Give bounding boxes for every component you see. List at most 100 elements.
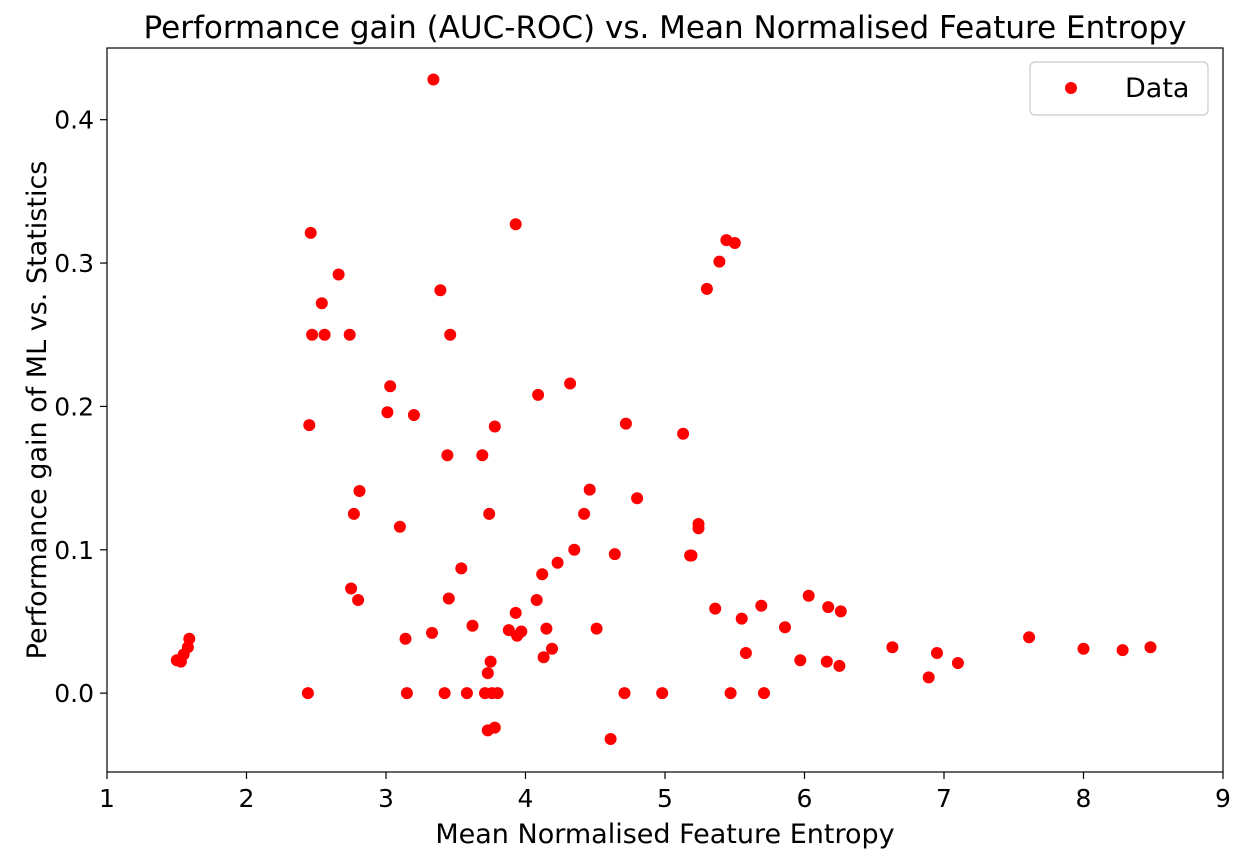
data-point-50	[536, 568, 549, 581]
data-point-52	[540, 622, 553, 635]
data-point-88	[886, 641, 899, 654]
data-point-30	[455, 562, 468, 575]
data-point-78	[739, 647, 752, 659]
data-point-68	[685, 549, 698, 562]
data-point-76	[728, 237, 741, 249]
data-point-87	[834, 605, 847, 618]
data-point-94	[1116, 644, 1129, 657]
data-point-65	[656, 687, 669, 700]
data-point-5	[301, 687, 314, 700]
data-point-89	[922, 671, 935, 684]
data-point-22	[407, 409, 420, 421]
data-point-48	[530, 594, 543, 606]
data-point-72	[709, 602, 722, 615]
data-point-40	[488, 420, 501, 433]
data-point-16	[353, 485, 366, 497]
data-point-33	[476, 449, 489, 462]
data-point-31	[460, 687, 473, 700]
data-point-84	[820, 655, 833, 668]
data-point-57	[578, 507, 591, 520]
data-point-49	[532, 388, 545, 401]
x-tick-label: 1	[99, 784, 115, 813]
x-tick-label: 7	[936, 784, 952, 813]
data-point-7	[304, 226, 317, 239]
data-point-6	[303, 419, 316, 432]
data-point-77	[735, 612, 748, 625]
x-axis-ticks: 1 2 3 4 5 6 7 8 9	[99, 772, 1231, 813]
data-point-71	[700, 282, 713, 295]
data-point-4	[183, 632, 196, 645]
x-tick-label: 3	[378, 784, 394, 813]
data-point-79	[755, 599, 768, 612]
data-point-51	[537, 651, 550, 664]
data-point-20	[399, 632, 412, 645]
data-point-42	[491, 687, 504, 700]
data-point-53	[546, 642, 558, 655]
data-point-32	[466, 619, 479, 632]
data-point-60	[604, 733, 617, 745]
legend-box	[1029, 61, 1209, 116]
data-point-24	[427, 73, 440, 86]
data-point-28	[442, 592, 455, 605]
data-point-15	[352, 594, 365, 606]
data-point-82	[794, 654, 807, 667]
data-point-45	[509, 606, 522, 619]
data-point-75	[724, 687, 737, 700]
data-point-12	[343, 328, 356, 341]
data-point-14	[347, 507, 360, 520]
data-point-70	[692, 522, 705, 535]
data-point-11	[332, 268, 345, 281]
data-point-41	[488, 721, 501, 734]
legend-label-data: Data	[1125, 73, 1189, 104]
data-point-38	[484, 655, 497, 668]
data-point-62	[618, 687, 631, 700]
data-point-23	[426, 626, 438, 639]
data-point-73	[713, 255, 726, 268]
data-point-58	[583, 483, 596, 496]
data-point-91	[951, 657, 964, 669]
x-axis-label: Mean Normalised Feature Entropy	[435, 819, 894, 850]
data-point-44	[509, 218, 522, 231]
data-point-95	[1144, 641, 1157, 654]
y-tick-label: 0.3	[54, 249, 94, 278]
data-point-66	[677, 427, 690, 440]
data-point-54	[551, 556, 564, 569]
data-point-90	[931, 647, 943, 659]
y-tick-label: 0.2	[54, 392, 94, 421]
y-tick-label: 0.1	[54, 536, 94, 565]
data-point-56	[568, 543, 581, 556]
data-point-25	[434, 284, 447, 297]
x-tick-label: 2	[239, 784, 255, 813]
x-tick-label: 6	[797, 784, 813, 813]
data-point-29	[444, 328, 457, 341]
x-tick-label: 5	[657, 784, 673, 813]
chart-title: Performance gain (AUC-ROC) vs. Mean Norm…	[144, 10, 1187, 46]
data-point-9	[315, 297, 328, 310]
data-point-64	[631, 492, 644, 505]
data-point-35	[481, 667, 494, 680]
x-tick-label: 8	[1076, 784, 1092, 813]
plot-area-frame	[106, 47, 1224, 773]
data-point-81	[779, 621, 791, 634]
data-point-18	[384, 380, 397, 393]
data-points	[170, 73, 1157, 745]
data-point-37	[483, 507, 496, 520]
data-point-21	[400, 687, 413, 700]
data-point-63	[619, 417, 632, 430]
data-point-83	[802, 589, 815, 602]
data-point-47	[515, 625, 528, 638]
legend-marker	[1065, 82, 1077, 94]
data-point-17	[381, 406, 394, 419]
data-point-19	[393, 520, 406, 533]
data-point-80	[758, 687, 770, 700]
data-point-27	[441, 449, 454, 462]
data-point-93	[1077, 642, 1090, 655]
data-point-8	[306, 328, 319, 341]
y-tick-label: 0.4	[54, 106, 94, 135]
y-axis-label: Performance gain of ML vs. Statistics	[22, 161, 53, 660]
data-point-59	[590, 622, 603, 635]
y-tick-label: 0.0	[54, 679, 94, 708]
x-tick-label: 4	[518, 784, 534, 813]
data-point-86	[833, 659, 846, 672]
